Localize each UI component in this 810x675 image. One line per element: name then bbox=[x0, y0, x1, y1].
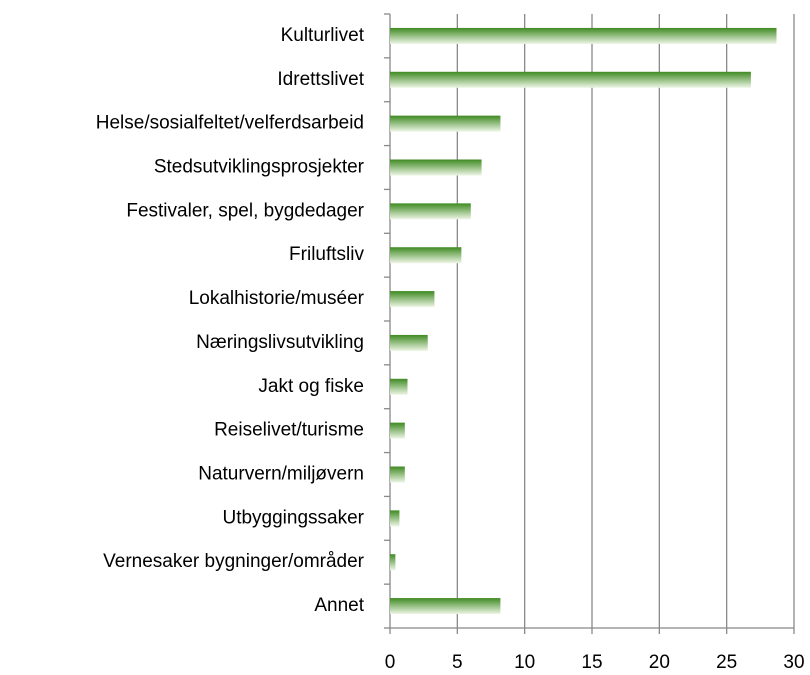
bar bbox=[390, 71, 751, 88]
y-tick-label: Naturvern/miljøvern bbox=[198, 464, 364, 485]
y-tick-label: Jakt og fiske bbox=[258, 376, 364, 397]
y-tick-label: Næringslivsutvikling bbox=[196, 332, 364, 353]
y-tick-label: Lokalhistorie/muséer bbox=[189, 288, 365, 309]
x-tick-label: 0 bbox=[385, 652, 396, 673]
x-tick-label: 20 bbox=[649, 652, 670, 673]
bar bbox=[390, 247, 462, 264]
y-tick-label: Idrettslivet bbox=[277, 69, 364, 90]
bar bbox=[390, 466, 405, 483]
bar bbox=[390, 203, 471, 220]
x-tick-label: 15 bbox=[581, 652, 602, 673]
y-tick-label: Vernesaker bygninger/områder bbox=[103, 551, 365, 572]
bar bbox=[390, 291, 435, 308]
bar bbox=[390, 554, 396, 571]
bar bbox=[390, 378, 408, 395]
x-tick-label: 10 bbox=[514, 652, 535, 673]
bar bbox=[390, 115, 501, 132]
bar bbox=[390, 510, 400, 527]
y-tick-label: Helse/sosialfeltet/velferdsarbeid bbox=[96, 113, 364, 134]
x-tick-label: 25 bbox=[716, 652, 737, 673]
y-tick-label: Friluftsliv bbox=[289, 244, 364, 265]
y-tick-label: Kulturlivet bbox=[281, 25, 365, 46]
bar bbox=[390, 598, 501, 615]
y-tick-label: Stedsutviklingsprosjekter bbox=[154, 157, 365, 178]
bar bbox=[390, 159, 482, 176]
x-tick-label: 5 bbox=[452, 652, 463, 673]
y-tick-label: Utbyggingssaker bbox=[222, 507, 364, 528]
y-tick-label: Festivaler, spel, bygdedager bbox=[126, 200, 364, 221]
y-tick-label: Annet bbox=[314, 595, 364, 616]
bar bbox=[390, 334, 428, 351]
bar bbox=[390, 27, 777, 44]
bar bbox=[390, 422, 405, 439]
y-tick-label: Reiselivet/turisme bbox=[214, 420, 364, 441]
x-tick-label: 30 bbox=[783, 652, 804, 673]
